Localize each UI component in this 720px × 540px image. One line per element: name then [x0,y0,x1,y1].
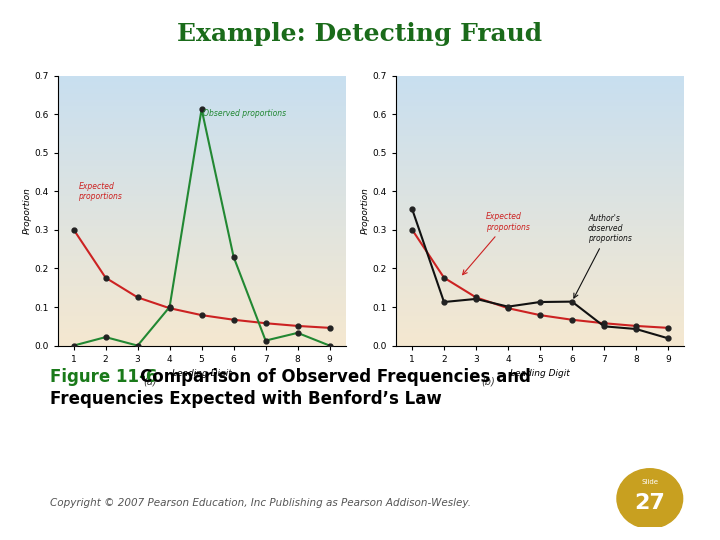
Text: Copyright © 2007 Pearson Education, Inc Publishing as Pearson Addison-Wesley.: Copyright © 2007 Pearson Education, Inc … [50,497,472,508]
Text: Frequencies Expected with Benford’s Law: Frequencies Expected with Benford’s Law [50,390,442,408]
Y-axis label: Proportion: Proportion [361,187,370,234]
Y-axis label: Proportion: Proportion [22,187,32,234]
Text: Author's
observed
proportions: Author's observed proportions [574,214,632,298]
Text: Slide: Slide [642,479,658,485]
Text: 27: 27 [634,493,665,513]
Text: Expected
proportions: Expected proportions [463,212,529,275]
Text: Observed proportions: Observed proportions [203,109,287,118]
X-axis label: Leading Digit: Leading Digit [510,369,570,378]
Text: Figure 11-6: Figure 11-6 [50,368,158,386]
Text: (b): (b) [481,377,495,387]
Text: (a): (a) [143,377,156,387]
Circle shape [617,469,683,528]
X-axis label: Leading Digit: Leading Digit [172,369,231,378]
Text: Example: Detecting Fraud: Example: Detecting Fraud [177,22,543,45]
Text: Expected
proportions: Expected proportions [78,181,122,201]
Text: Comparison of Observed Frequencies and: Comparison of Observed Frequencies and [140,368,531,386]
